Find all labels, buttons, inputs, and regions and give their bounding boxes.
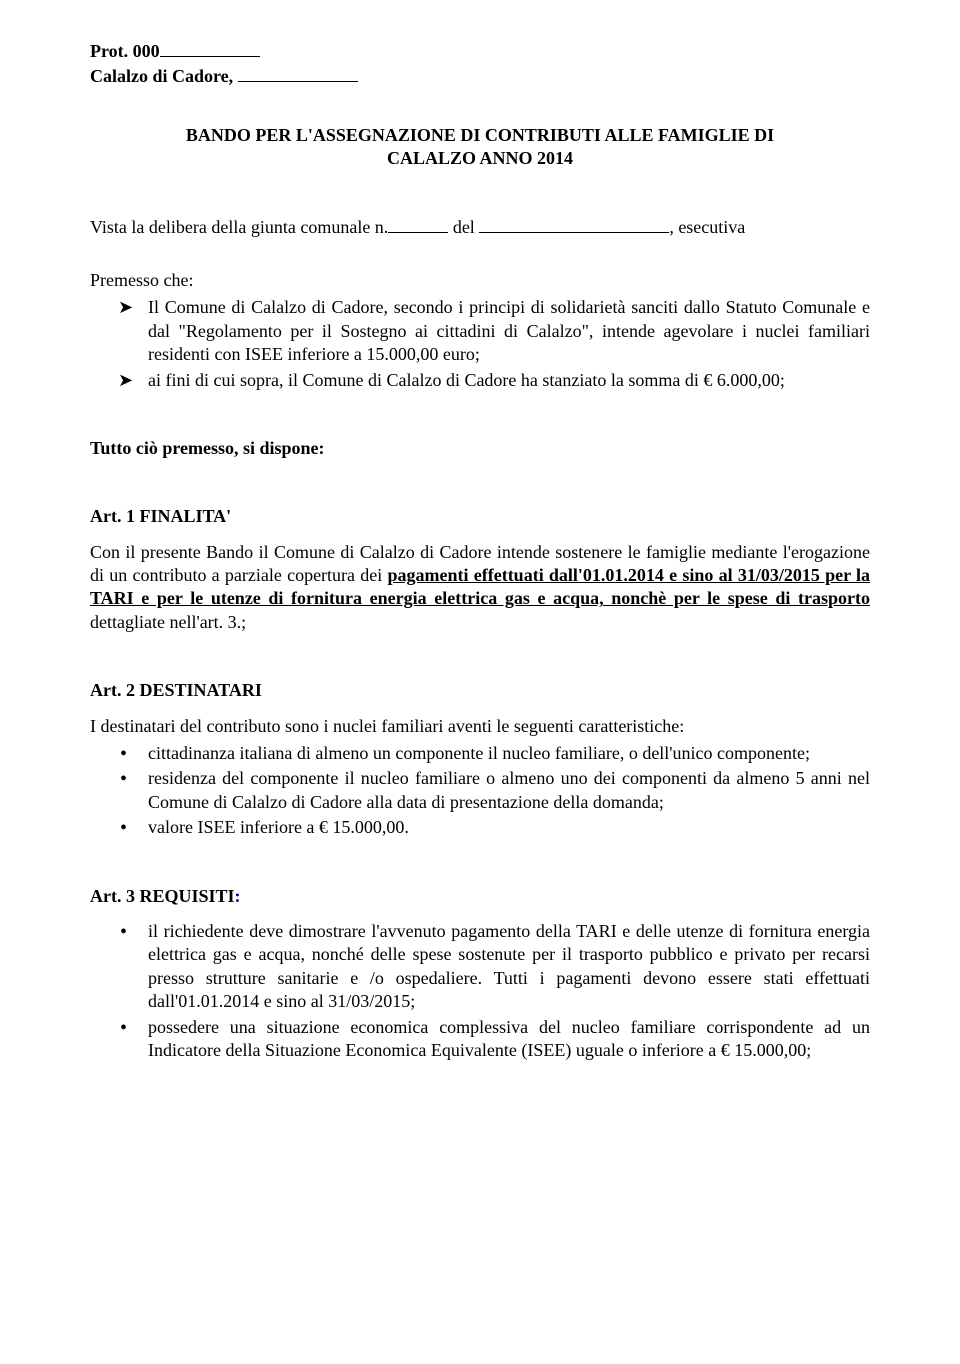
document-page: Prot. 000 Calalzo di Cadore, BANDO PER L…	[0, 0, 960, 1364]
premesso-list: Il Comune di Calalzo di Cadore, secondo …	[90, 296, 870, 392]
title-line-1: BANDO PER L'ASSEGNAZIONE DI CONTRIBUTI A…	[90, 124, 870, 147]
place-field	[238, 81, 358, 82]
art2-list: cittadinanza italiana di almeno un compo…	[90, 742, 870, 840]
art3-heading-text: Art. 3 REQUISITI	[90, 886, 235, 906]
art3-item-1: il richiedente deve dimostrare l'avvenut…	[148, 920, 870, 1014]
art3-heading: Art. 3 REQUISITI:	[90, 885, 870, 908]
delibera-del: del	[448, 217, 479, 237]
delibera-num-field	[388, 232, 448, 233]
delibera-line: Vista la delibera della giunta comunale …	[90, 216, 870, 239]
art1-text-c: dettagliate nell'art. 3.;	[90, 612, 246, 632]
art2-intro: I destinatari del contributo sono i nucl…	[90, 715, 870, 738]
art2-item-1: cittadinanza italiana di almeno un compo…	[148, 742, 870, 765]
tutto-cio-label: Tutto ciò premesso, si dispone:	[90, 437, 870, 460]
place-line: Calalzo di Cadore,	[90, 65, 870, 88]
place-label: Calalzo di Cadore,	[90, 66, 233, 86]
delibera-intro: Vista la delibera della giunta comunale …	[90, 217, 388, 237]
art2-heading: Art. 2 DESTINATARI	[90, 679, 870, 702]
art2-item-3: valore ISEE inferiore a € 15.000,00.	[148, 816, 870, 839]
delibera-date-field	[479, 232, 669, 233]
protocol-line: Prot. 000	[90, 40, 870, 63]
premesso-label: Premesso che:	[90, 269, 870, 292]
art3-colon: :	[235, 886, 241, 906]
document-title: BANDO PER L'ASSEGNAZIONE DI CONTRIBUTI A…	[90, 124, 870, 171]
protocol-field	[160, 56, 260, 57]
art1-paragraph: Con il presente Bando il Comune di Calal…	[90, 541, 870, 635]
premesso-item-2: ai fini di cui sopra, il Comune di Calal…	[148, 369, 870, 392]
art3-list: il richiedente deve dimostrare l'avvenut…	[90, 920, 870, 1062]
art3-item-2: possedere una situazione economica compl…	[148, 1016, 870, 1063]
title-line-2: CALALZO ANNO 2014	[90, 147, 870, 170]
art1-heading: Art. 1 FINALITA'	[90, 505, 870, 528]
delibera-esecutiva: , esecutiva	[669, 217, 745, 237]
premesso-item-1: Il Comune di Calalzo di Cadore, secondo …	[148, 296, 870, 366]
protocol-label: Prot. 000	[90, 41, 160, 61]
art2-item-2: residenza del componente il nucleo famil…	[148, 767, 870, 814]
